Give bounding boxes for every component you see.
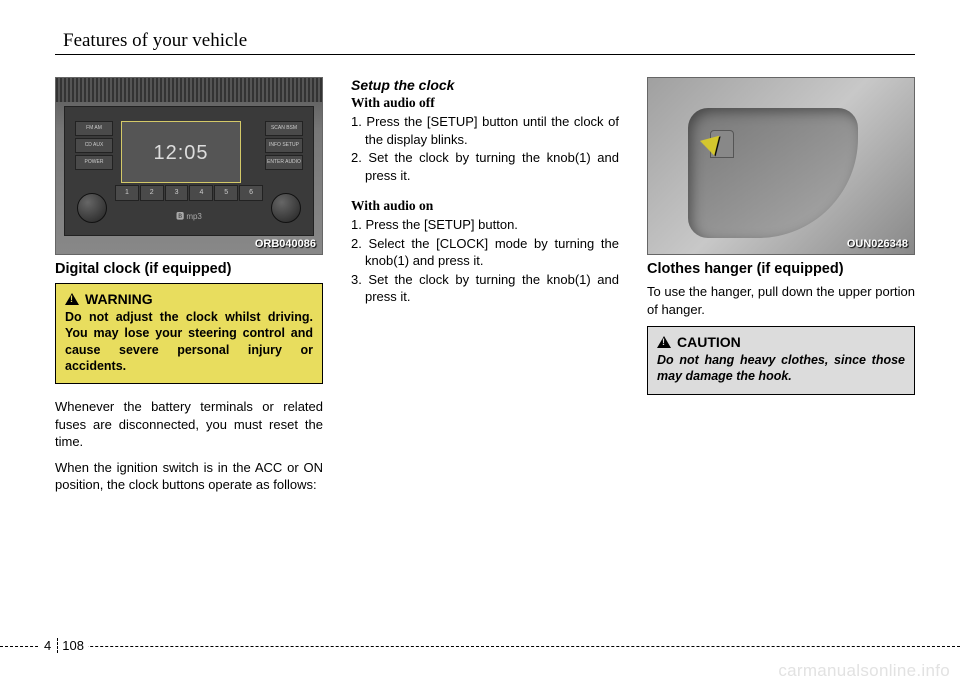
caution-triangle-icon [657, 336, 671, 348]
chapter-number: 4 [38, 638, 58, 653]
list-audio-off: 1. Press the [SETUP] button until the cl… [351, 113, 619, 184]
figure-digital-clock: FM AMCD AUXPOWER 12:05 SCAN BSMINFO SETU… [55, 77, 323, 255]
radio-screen: 12:05 [121, 121, 241, 183]
page-number: 108 [58, 638, 84, 653]
heading-digital-clock: Digital clock (if equipped) [55, 261, 323, 277]
warning-box: WARNING Do not adjust the clock whilst d… [55, 283, 323, 384]
paragraph-hanger-use: To use the hanger, pull down the upper p… [647, 283, 915, 318]
warning-text: Do not adjust the clock whilst driving. … [65, 309, 313, 374]
subheading-audio-off: With audio off [351, 95, 619, 111]
header-title: Features of your vehicle [55, 30, 915, 52]
figure-code: OUN026348 [847, 238, 908, 250]
page-header: Features of your vehicle [55, 30, 915, 55]
figure-code: ORB040086 [255, 238, 316, 250]
heading-setup-clock: Setup the clock [351, 77, 619, 93]
bluetooth-icon: 🅱 mp3 [176, 211, 202, 222]
warning-triangle-icon [65, 293, 79, 305]
caution-text: Do not hang heavy clothes, since those m… [657, 352, 905, 385]
paragraph-battery: Whenever the battery terminals or relate… [55, 398, 323, 451]
warning-title: WARNING [85, 291, 153, 307]
list-item: 1. Press the [SETUP] button until the cl… [351, 113, 619, 148]
page-footer: 4 108 [0, 646, 960, 647]
tune-knob [271, 193, 301, 223]
heading-clothes-hanger: Clothes hanger (if equipped) [647, 261, 915, 277]
caution-title: CAUTION [677, 334, 741, 350]
content-columns: FM AMCD AUXPOWER 12:05 SCAN BSMINFO SETU… [55, 77, 915, 502]
volume-knob [77, 193, 107, 223]
watermark: carmanualsonline.info [778, 661, 950, 681]
radio-buttons-left: FM AMCD AUXPOWER [75, 121, 113, 172]
column-left: FM AMCD AUXPOWER 12:05 SCAN BSMINFO SETU… [55, 77, 323, 502]
list-audio-on: 1. Press the [SETUP] button. 2. Select t… [351, 216, 619, 306]
caution-header: CAUTION [657, 334, 905, 350]
list-item: 3. Set the clock by turning the knob(1) … [351, 271, 619, 306]
radio-lower-row: 123456 🅱 mp3 [75, 181, 303, 225]
preset-buttons: 123456 [115, 185, 263, 201]
radio-buttons-right: SCAN BSMINFO SETUPENTER AUDIO [265, 121, 303, 172]
radio-unit: FM AMCD AUXPOWER 12:05 SCAN BSMINFO SETU… [64, 106, 314, 236]
caution-box: CAUTION Do not hang heavy clothes, since… [647, 326, 915, 395]
column-right: OUN026348 Clothes hanger (if equipped) T… [647, 77, 915, 502]
warning-header: WARNING [65, 291, 313, 307]
paragraph-ignition: When the ignition switch is in the ACC o… [55, 459, 323, 494]
list-item: 2. Set the clock by turning the knob(1) … [351, 149, 619, 184]
subheading-audio-on: With audio on [351, 198, 619, 214]
page-number-block: 4 108 [38, 638, 88, 653]
list-item: 1. Press the [SETUP] button. [351, 216, 619, 234]
clock-display: 12:05 [122, 142, 240, 165]
figure-clothes-hanger: OUN026348 [647, 77, 915, 255]
dash-vents [56, 78, 322, 102]
list-item: 2. Select the [CLOCK] mode by turning th… [351, 235, 619, 270]
column-middle: Setup the clock With audio off 1. Press … [351, 77, 619, 502]
page: Features of your vehicle FM AMCD AUXPOWE… [0, 0, 960, 689]
